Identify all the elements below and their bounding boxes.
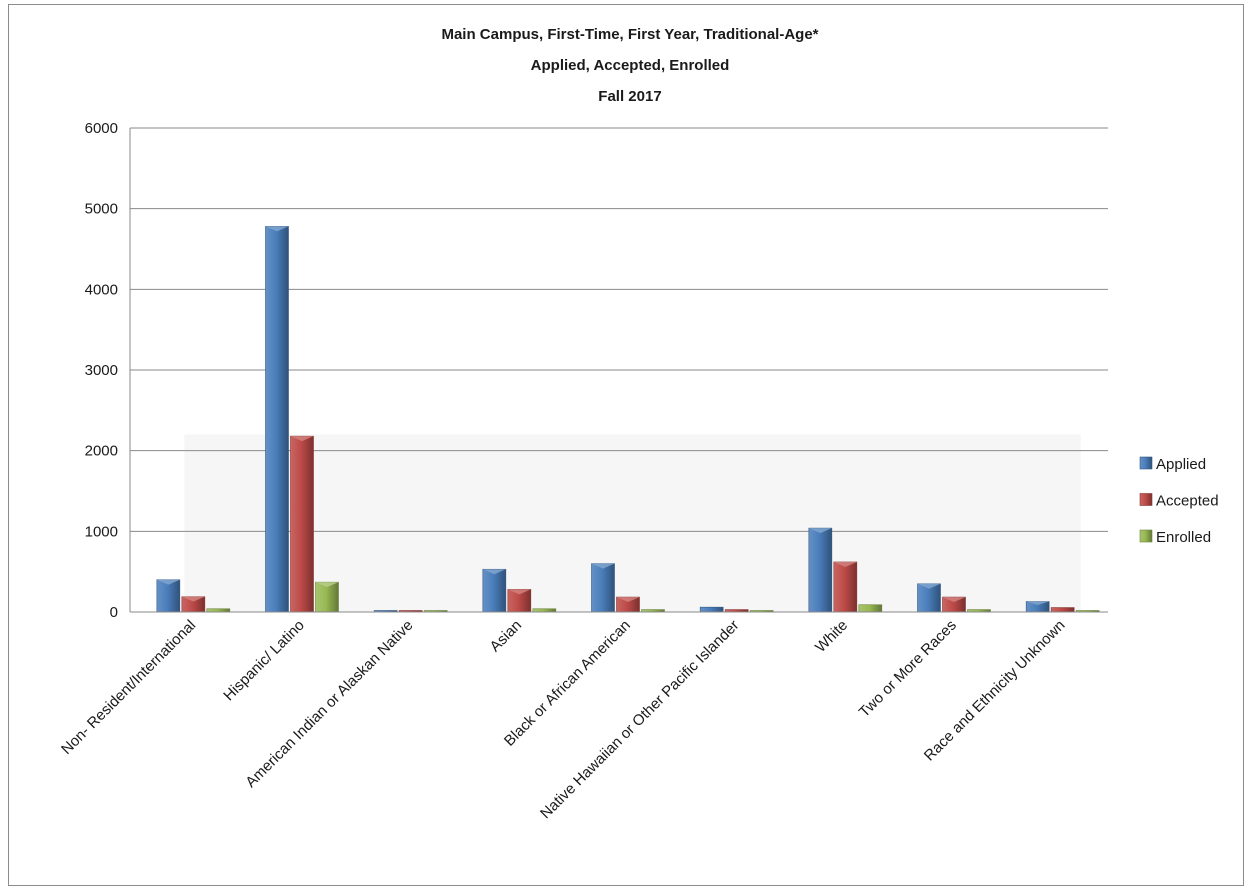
y-tick-label: 5000 [85,201,118,218]
legend-swatch-enrolled [1139,529,1153,543]
bar-applied [699,606,724,613]
x-tick-label: Hispanic/ Latino [220,617,307,704]
x-tick-label: Non- Resident/International [58,617,199,758]
bar-enrolled-top-bevel [315,582,339,588]
bars [156,226,1100,613]
x-tick-label: Black or African American [501,617,634,750]
x-axis-tick-labels: Non- Resident/International Hispanic/ Lat… [58,617,1068,822]
y-tick-label: 3000 [85,362,118,379]
chart-title: Main Campus, First-Time, First Year, Tra… [441,26,818,105]
chart-title-line-2: Applied, Accepted, Enrolled [531,57,730,74]
legend-label-applied: Applied [1156,456,1206,473]
y-tick-label: 6000 [85,120,118,137]
legend: Applied Accepted Enrolled [1139,456,1219,546]
legend-label-accepted: Accepted [1156,493,1219,510]
legend-swatch-accepted [1139,493,1153,506]
y-tick-label: 1000 [85,523,118,540]
bar-accepted [833,561,858,613]
bar-accepted-top-bevel [942,597,966,603]
y-tick-label: 0 [110,604,118,621]
chart-title-line-3: Fall 2017 [598,88,661,105]
bar-accepted-top-bevel [616,597,640,603]
bar-applied-top-bevel [808,528,832,534]
x-tick-label: White [812,617,851,656]
bar-applied-top-bevel [265,226,289,232]
y-axis-tick-labels: 0 1000 2000 3000 4000 5000 6000 [85,120,118,621]
bar-applied [808,527,833,613]
bar-applied-top-bevel [591,563,615,569]
bar-accepted-top-bevel [833,561,857,567]
bar-applied-top-bevel [1026,601,1050,606]
y-tick-label: 2000 [85,443,118,460]
bar-applied [482,568,507,613]
bar-accepted [1050,607,1075,613]
bar-applied [265,226,289,613]
bar-applied-top-bevel [156,579,180,585]
bar-accepted [290,435,314,613]
x-tick-label: Native Hawaiian or Other Pacific Islande… [537,617,742,822]
bar-accepted-top-bevel [181,596,205,602]
x-tick-label: Asian [487,617,526,656]
chart-title-line-1: Main Campus, First-Time, First Year, Tra… [441,26,818,43]
bar-accepted-top-bevel [290,436,314,442]
y-tick-label: 4000 [85,281,118,298]
bar-accepted-top-bevel [507,589,531,595]
legend-label-enrolled: Enrolled [1156,529,1211,546]
x-tick-label: Two or More Races [856,617,960,721]
legend-swatch-applied [1139,456,1153,470]
bar-applied-top-bevel [917,583,941,589]
bar-applied-top-bevel [482,569,506,575]
axis-lines [129,128,1108,613]
bar-enrolled [858,604,883,613]
bar-applied [591,563,615,613]
